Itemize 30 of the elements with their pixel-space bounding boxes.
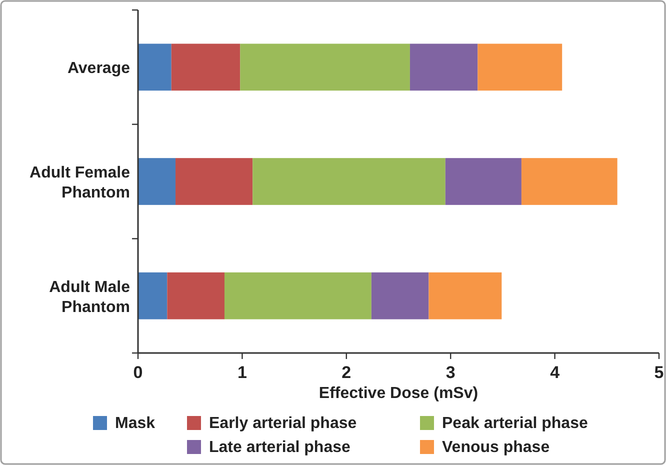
legend-label: Venous phase [442, 439, 550, 456]
x-axis-title: Effective Dose (mSv) [318, 385, 478, 402]
legend-label: Late arterial phase [209, 439, 350, 456]
x-tick-label: 3 [446, 363, 456, 382]
y-tick-label: Adult Female Phantom [30, 164, 130, 202]
x-tick-label: 0 [133, 363, 143, 382]
y-tick-label: Adult Male Phantom [49, 278, 130, 316]
bar [410, 44, 478, 91]
x-tick-label: 4 [550, 363, 560, 382]
y-tick-label: Average [67, 60, 130, 78]
x-tick-label: 1 [237, 363, 247, 382]
legend-label: Peak arterial phase [442, 415, 588, 432]
bar [445, 158, 522, 205]
bar [138, 158, 176, 205]
x-tick-label: 5 [654, 363, 664, 382]
bar [224, 272, 372, 320]
x-tick-label: 2 [342, 363, 352, 382]
bar [171, 44, 240, 91]
bar [252, 158, 446, 205]
bar [478, 44, 562, 91]
bar [138, 44, 172, 91]
bar [138, 272, 168, 320]
bar [521, 158, 618, 205]
legend-label: Mask [115, 415, 156, 432]
bar [428, 272, 502, 320]
bar [167, 272, 224, 320]
bar [176, 158, 253, 205]
legend-label: Early arterial phase [209, 415, 357, 432]
bar [240, 44, 410, 91]
bar [371, 272, 429, 320]
